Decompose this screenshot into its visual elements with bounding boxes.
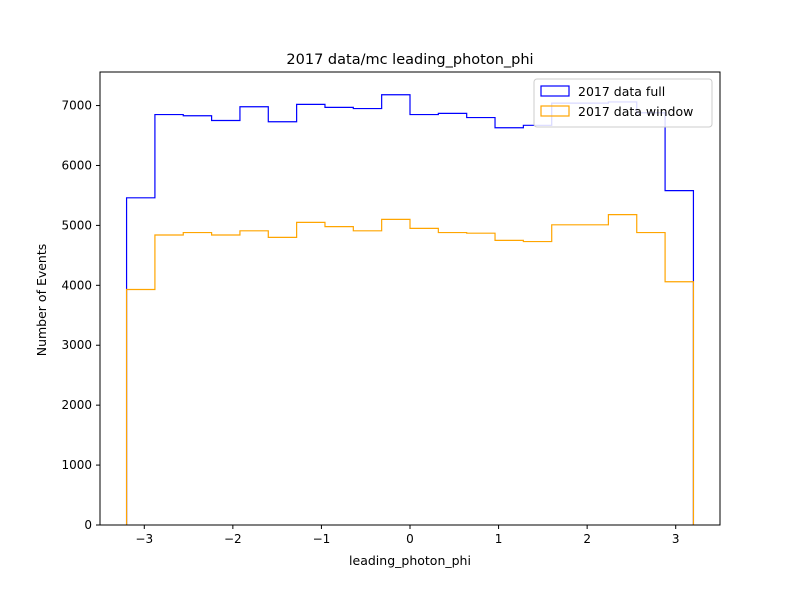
y-tick-label: 4000 <box>61 278 92 292</box>
series-line-1 <box>125 94 695 525</box>
x-tick-label: 2 <box>583 532 591 546</box>
chart-title: 2017 data/mc leading_photon_phi <box>286 52 533 68</box>
y-tick-label: 2000 <box>61 398 92 412</box>
legend-box <box>533 78 713 128</box>
plot-area <box>125 94 695 525</box>
y-tick-label: 1000 <box>61 458 92 472</box>
series-line-2 <box>125 214 695 525</box>
x-tick-label: 3 <box>672 532 680 546</box>
legend-label-2: 2017 data window <box>578 104 693 119</box>
y-tick-label: 7000 <box>61 99 92 113</box>
x-tick-label: −1 <box>313 532 331 546</box>
x-tick-label: 1 <box>495 532 503 546</box>
legend: 2017 data full 2017 data window <box>533 78 713 128</box>
legend-swatch-2 <box>540 105 570 117</box>
legend-swatch-1 <box>540 85 570 97</box>
y-tick-label: 3000 <box>61 338 92 352</box>
axes-frame <box>99 71 721 526</box>
y-axis-label: Number of Events <box>34 244 49 357</box>
x-tick-label: −2 <box>224 532 242 546</box>
axes: −3 −2 −1 0 1 2 3 0 1000 2000 3000 4000 5000 6000 7000 <box>61 71 721 546</box>
legend-label-1: 2017 data full <box>578 84 665 99</box>
y-tick-label: 0 <box>84 518 92 532</box>
x-axis-label: leading_photon_phi <box>349 553 471 568</box>
x-tick-label: −3 <box>135 532 153 546</box>
x-tick-label: 0 <box>406 532 414 546</box>
y-tick-label: 6000 <box>61 158 92 172</box>
y-tick-label: 5000 <box>61 218 92 232</box>
